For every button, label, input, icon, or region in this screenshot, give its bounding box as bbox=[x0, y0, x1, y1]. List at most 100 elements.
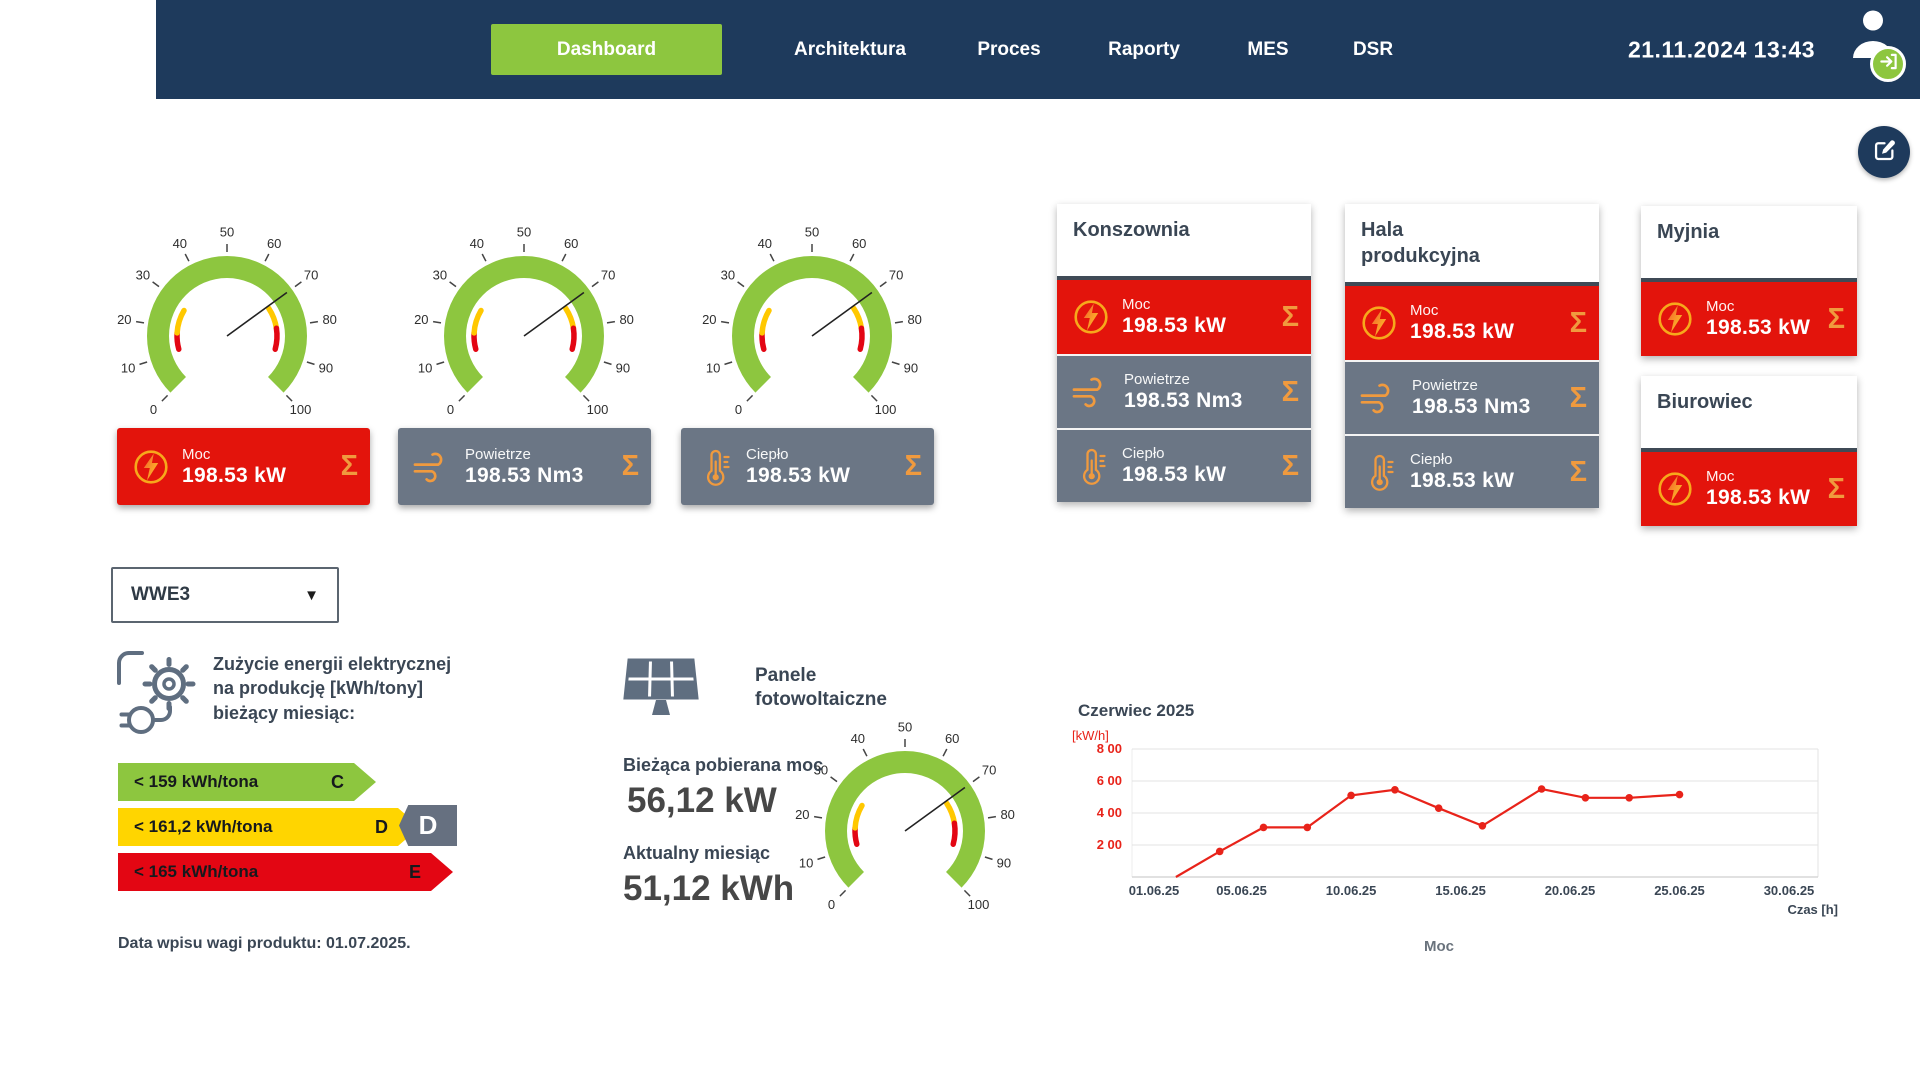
current-grade-badge: D bbox=[399, 805, 457, 846]
svg-text:80: 80 bbox=[907, 312, 921, 327]
metric-row-ciepło[interactable]: Ciepło 198.53 kW Σ bbox=[681, 428, 934, 505]
svg-text:10: 10 bbox=[121, 361, 135, 376]
svg-text:30.06.25: 30.06.25 bbox=[1764, 883, 1815, 898]
svg-text:6 00: 6 00 bbox=[1097, 773, 1122, 788]
svg-text:40: 40 bbox=[173, 236, 187, 251]
sigma-icon[interactable]: Σ bbox=[1828, 303, 1845, 336]
svg-text:60: 60 bbox=[945, 731, 959, 746]
svg-text:Moc: Moc bbox=[1424, 938, 1454, 955]
top-navbar: Dashboard Architektura Proces Raporty ME… bbox=[156, 0, 1920, 99]
login-button[interactable] bbox=[1870, 46, 1906, 82]
panel-title: Myjnia bbox=[1641, 206, 1857, 282]
sigma-icon[interactable]: Σ bbox=[1570, 456, 1587, 489]
nav-tab-architektura[interactable]: Architektura bbox=[794, 39, 906, 61]
metric-row-moc[interactable]: Moc 198.53 kW Σ bbox=[1345, 286, 1599, 360]
svg-text:0: 0 bbox=[828, 897, 835, 912]
rating-grade: D bbox=[375, 817, 388, 838]
gauge-pv: 0102030405060708090100 bbox=[790, 716, 1020, 916]
nav-tab-proces[interactable]: Proces bbox=[977, 39, 1040, 61]
metric-row-powietrze[interactable]: Powietrze 198.53 Nm3 Σ bbox=[1345, 360, 1599, 434]
metric-row-ciepło[interactable]: Ciepło 198.53 kW Σ bbox=[1057, 428, 1311, 502]
svg-text:50: 50 bbox=[898, 720, 912, 735]
svg-text:10: 10 bbox=[418, 361, 432, 376]
sigma-icon[interactable]: Σ bbox=[905, 450, 922, 483]
lightning-icon bbox=[1071, 297, 1111, 337]
metric-row-powietrze[interactable]: Powietrze 198.53 Nm3 Σ bbox=[398, 428, 651, 505]
sigma-icon[interactable]: Σ bbox=[1282, 301, 1299, 334]
datetime-display: 21.11.2024 13:43 bbox=[1628, 36, 1815, 63]
metric-text: Moc 198.53 kW bbox=[182, 446, 286, 488]
metric-value: 198.53 kW bbox=[1410, 320, 1514, 344]
metric-text: Powietrze 198.53 Nm3 bbox=[465, 446, 584, 488]
metric-row-moc[interactable]: Moc 198.53 kW Σ bbox=[1641, 282, 1857, 356]
rating-arrow-d: < 161,2 kWh/tona D bbox=[118, 808, 420, 846]
sigma-icon[interactable]: Σ bbox=[1570, 307, 1587, 340]
svg-text:4 00: 4 00 bbox=[1097, 805, 1122, 820]
metric-row-ciepło[interactable]: Ciepło 198.53 kW Σ bbox=[1345, 434, 1599, 508]
svg-text:20: 20 bbox=[414, 312, 428, 327]
sigma-icon[interactable]: Σ bbox=[1282, 450, 1299, 483]
pv-current-power-value: 56,12 kW bbox=[627, 781, 777, 821]
edit-icon bbox=[1871, 137, 1898, 167]
svg-text:30: 30 bbox=[433, 267, 447, 282]
svg-text:30: 30 bbox=[136, 267, 150, 282]
rating-grade: C bbox=[331, 772, 344, 793]
svg-text:50: 50 bbox=[220, 225, 234, 240]
metric-label: Moc bbox=[1410, 302, 1514, 319]
metric-label: Powietrze bbox=[465, 446, 584, 463]
rating-threshold: < 161,2 kWh/tona bbox=[134, 817, 272, 837]
svg-text:2 00: 2 00 bbox=[1097, 837, 1122, 852]
svg-text:Czerwiec 2025: Czerwiec 2025 bbox=[1078, 701, 1194, 720]
svg-text:80: 80 bbox=[1000, 807, 1014, 822]
svg-text:50: 50 bbox=[805, 225, 819, 240]
sigma-icon[interactable]: Σ bbox=[622, 450, 639, 483]
svg-text:25.06.25: 25.06.25 bbox=[1654, 883, 1705, 898]
svg-text:70: 70 bbox=[304, 267, 318, 282]
panel-title: Hala produkcyjna bbox=[1345, 204, 1599, 286]
svg-text:40: 40 bbox=[851, 731, 865, 746]
metric-text: Moc 198.53 kW bbox=[1706, 298, 1810, 340]
sigma-icon[interactable]: Σ bbox=[1570, 382, 1587, 415]
rating-threshold: < 159 kWh/tona bbox=[134, 772, 258, 792]
chevron-down-icon: ▼ bbox=[304, 587, 319, 604]
svg-text:100: 100 bbox=[968, 897, 990, 912]
svg-text:90: 90 bbox=[616, 361, 630, 376]
user-avatar[interactable] bbox=[1850, 7, 1902, 65]
metric-value: 198.53 kW bbox=[1410, 469, 1514, 493]
metric-row-moc[interactable]: Moc 198.53 kW Σ bbox=[1057, 280, 1311, 354]
metric-value: 198.53 kW bbox=[1122, 463, 1226, 487]
sigma-icon[interactable]: Σ bbox=[341, 450, 358, 483]
metric-row-moc[interactable]: Moc 198.53 kW Σ bbox=[1641, 452, 1857, 526]
wind-icon bbox=[412, 448, 454, 486]
metric-text: Ciepło 198.53 kW bbox=[1410, 451, 1514, 493]
metric-row-powietrze[interactable]: Powietrze 198.53 Nm3 Σ bbox=[1057, 354, 1311, 428]
nav-tab-dashboard[interactable]: Dashboard bbox=[491, 24, 722, 75]
svg-text:100: 100 bbox=[587, 402, 609, 417]
metric-text: Moc 198.53 kW bbox=[1122, 296, 1226, 338]
svg-text:60: 60 bbox=[564, 236, 578, 251]
svg-text:0: 0 bbox=[447, 402, 454, 417]
login-arrow-icon bbox=[1879, 52, 1898, 76]
line-select[interactable]: WWE3 ▼ bbox=[111, 567, 339, 623]
svg-text:05.06.25: 05.06.25 bbox=[1216, 883, 1267, 898]
metric-label: Powietrze bbox=[1412, 377, 1531, 394]
gauge-cieplo: 0102030405060708090100 bbox=[697, 221, 927, 421]
svg-text:100: 100 bbox=[875, 402, 897, 417]
sigma-icon[interactable]: Σ bbox=[1828, 473, 1845, 506]
dashboard-page: Dashboard Architektura Proces Raporty ME… bbox=[0, 0, 1920, 1080]
nav-tab-mes[interactable]: MES bbox=[1247, 39, 1288, 61]
nav-tab-dsr[interactable]: DSR bbox=[1353, 39, 1393, 61]
metric-text: Powietrze 198.53 Nm3 bbox=[1124, 371, 1243, 413]
lightning-icon bbox=[1655, 299, 1695, 339]
energy-plug-gear-icon bbox=[112, 648, 207, 753]
svg-text:100: 100 bbox=[290, 402, 312, 417]
edit-dashboard-button[interactable] bbox=[1858, 126, 1910, 178]
rating-threshold: < 165 kWh/tona bbox=[134, 862, 258, 882]
metric-row-moc[interactable]: Moc 198.53 kW Σ bbox=[117, 428, 370, 505]
svg-text:15.06.25: 15.06.25 bbox=[1435, 883, 1486, 898]
nav-tab-raporty[interactable]: Raporty bbox=[1108, 39, 1180, 61]
svg-text:70: 70 bbox=[601, 267, 615, 282]
thermometer-icon bbox=[1359, 452, 1399, 492]
metric-text: Moc 198.53 kW bbox=[1706, 468, 1810, 510]
sigma-icon[interactable]: Σ bbox=[1282, 376, 1299, 409]
